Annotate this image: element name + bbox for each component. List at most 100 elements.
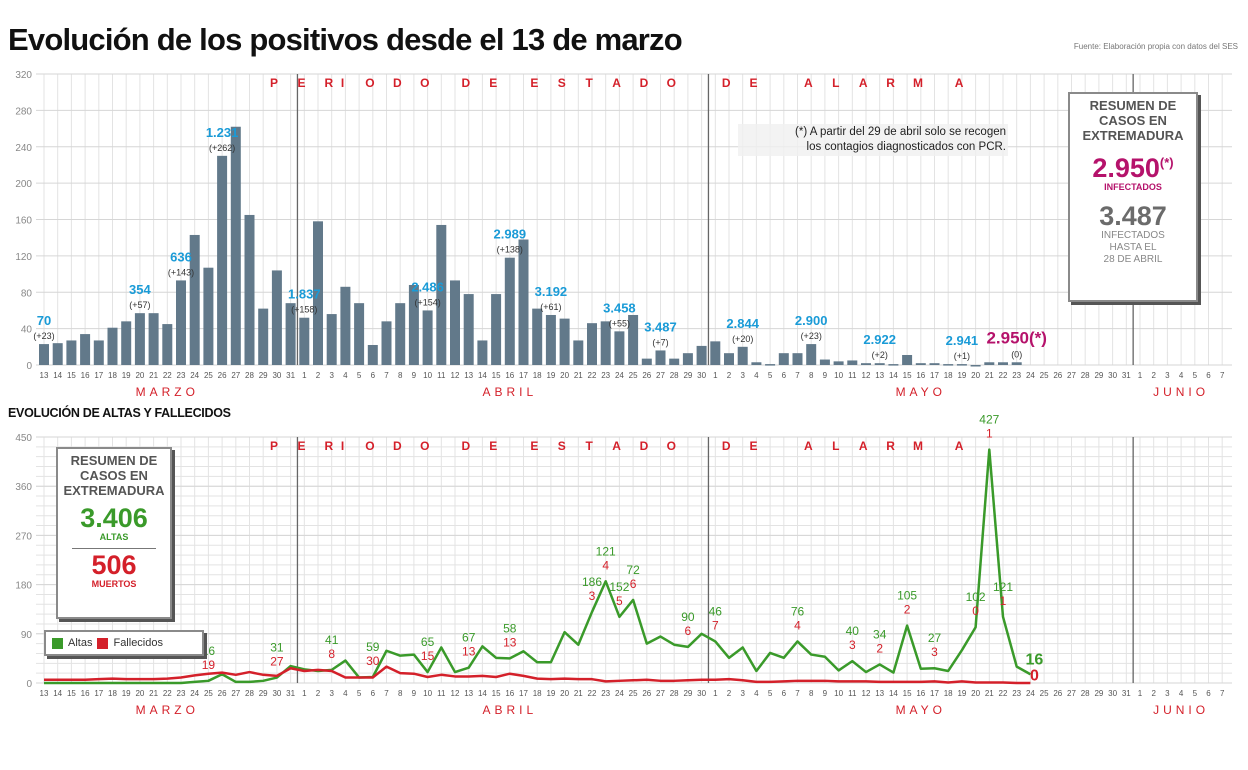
x-tick-label: 31 <box>1122 689 1131 698</box>
altas-label: 121 <box>596 544 616 558</box>
month-label: ABRIL <box>482 385 537 399</box>
prior-label-line: HASTA EL <box>1070 242 1196 254</box>
bar <box>94 340 104 365</box>
x-tick-label: 29 <box>1094 689 1103 698</box>
x-tick-label: 30 <box>1108 371 1117 380</box>
period-letter: P <box>270 439 278 453</box>
x-tick-label: 24 <box>190 689 199 698</box>
x-tick-label: 30 <box>272 689 281 698</box>
x-tick-label: 18 <box>108 371 117 380</box>
bar <box>53 343 63 365</box>
altas-label: 65 <box>421 635 435 649</box>
x-tick-label: 28 <box>1081 689 1090 698</box>
x-tick-label: 24 <box>1026 689 1035 698</box>
period-letter: E <box>530 76 538 90</box>
x-tick-label: 26 <box>642 371 651 380</box>
bar <box>614 331 624 365</box>
bar <box>245 215 255 365</box>
bar-total-label: 2.950(*) <box>986 328 1046 347</box>
fallecidos-label: 6 <box>685 624 692 638</box>
x-tick-label: 5 <box>768 371 773 380</box>
bar <box>930 363 940 365</box>
bar-total-label: 2.989 <box>494 227 527 242</box>
bar <box>231 127 241 365</box>
heading-line: CASOS EN <box>1070 113 1196 128</box>
x-tick-label: 6 <box>371 689 376 698</box>
prior-infected-total: 3.487 <box>1070 202 1196 230</box>
y-tick-label: 320 <box>15 70 32 81</box>
x-tick-label: 18 <box>533 371 542 380</box>
bar-total-label: 1.837 <box>288 287 321 302</box>
x-tick-label: 5 <box>1193 689 1198 698</box>
x-tick-label: 6 <box>1206 689 1211 698</box>
x-tick-label: 9 <box>412 371 417 380</box>
bar <box>724 353 734 365</box>
x-tick-label: 26 <box>1053 689 1062 698</box>
bar <box>642 359 652 365</box>
bar <box>477 340 487 365</box>
legend-swatch-altas <box>52 638 63 649</box>
x-tick-label: 16 <box>81 689 90 698</box>
month-label: ABRIL <box>482 703 537 717</box>
bar <box>669 359 679 365</box>
x-tick-label: 15 <box>492 689 501 698</box>
x-tick-label: 5 <box>768 689 773 698</box>
fallecidos-label: 4 <box>602 558 609 572</box>
x-tick-label: 16 <box>916 371 925 380</box>
x-tick-label: 29 <box>259 371 268 380</box>
month-label: MARZO <box>136 385 199 399</box>
y-tick-label: 270 <box>15 531 32 542</box>
x-tick-label: 10 <box>834 689 843 698</box>
x-tick-label: 3 <box>329 371 334 380</box>
legend-swatch-fallecidos <box>97 638 108 649</box>
x-tick-label: 27 <box>231 371 240 380</box>
bar <box>217 156 227 365</box>
x-tick-label: 13 <box>40 689 49 698</box>
fallecidos-label: 3 <box>589 589 596 603</box>
x-tick-label: 13 <box>464 371 473 380</box>
bar-total-label: 3.487 <box>644 319 677 334</box>
bar <box>888 364 898 366</box>
period-letter: D <box>462 76 471 90</box>
altas-label: ALTAS <box>58 532 170 542</box>
x-tick-label: 21 <box>985 689 994 698</box>
altas-label: 34 <box>873 627 887 641</box>
x-tick-label: 17 <box>94 371 103 380</box>
x-tick-label: 15 <box>903 689 912 698</box>
x-tick-label: 2 <box>1151 371 1156 380</box>
pcr-note-line-1: (*) A partir del 29 de abril solo se rec… <box>740 125 1006 140</box>
period-letter: D <box>722 439 731 453</box>
bar <box>176 280 186 365</box>
period-letter: S <box>558 76 566 90</box>
legend: Altas Fallecidos <box>44 630 204 656</box>
x-tick-label: 31 <box>286 371 295 380</box>
x-tick-label: 19 <box>957 689 966 698</box>
x-tick-label: 17 <box>519 689 528 698</box>
bar-delta-label: (+262) <box>209 143 235 153</box>
bar <box>779 353 789 365</box>
period-letter: D <box>393 76 402 90</box>
x-tick-label: 15 <box>492 371 501 380</box>
bar <box>656 350 666 365</box>
month-label: JUNIO <box>1153 703 1209 717</box>
x-tick-label: 26 <box>218 371 227 380</box>
bar <box>382 321 392 365</box>
bar-delta-label: (+23) <box>33 331 54 341</box>
bar-delta-label: (+7) <box>652 337 668 347</box>
period-letter: A <box>612 439 621 453</box>
x-tick-label: 13 <box>875 689 884 698</box>
heading-line: RESUMEN DE <box>1070 98 1196 113</box>
period-letter: A <box>804 76 813 90</box>
x-tick-label: 12 <box>862 371 871 380</box>
infected-label: INFECTADOS <box>1070 182 1196 192</box>
x-tick-label: 17 <box>930 689 939 698</box>
x-tick-label: 1 <box>302 689 307 698</box>
x-tick-label: 25 <box>1040 371 1049 380</box>
y-tick-label: 80 <box>21 288 33 299</box>
x-tick-label: 11 <box>437 371 446 380</box>
x-tick-label: 17 <box>94 689 103 698</box>
altas-label: 41 <box>325 633 339 647</box>
bar <box>491 294 501 365</box>
muertos-total: 506 <box>58 551 170 579</box>
x-tick-label: 27 <box>656 371 665 380</box>
